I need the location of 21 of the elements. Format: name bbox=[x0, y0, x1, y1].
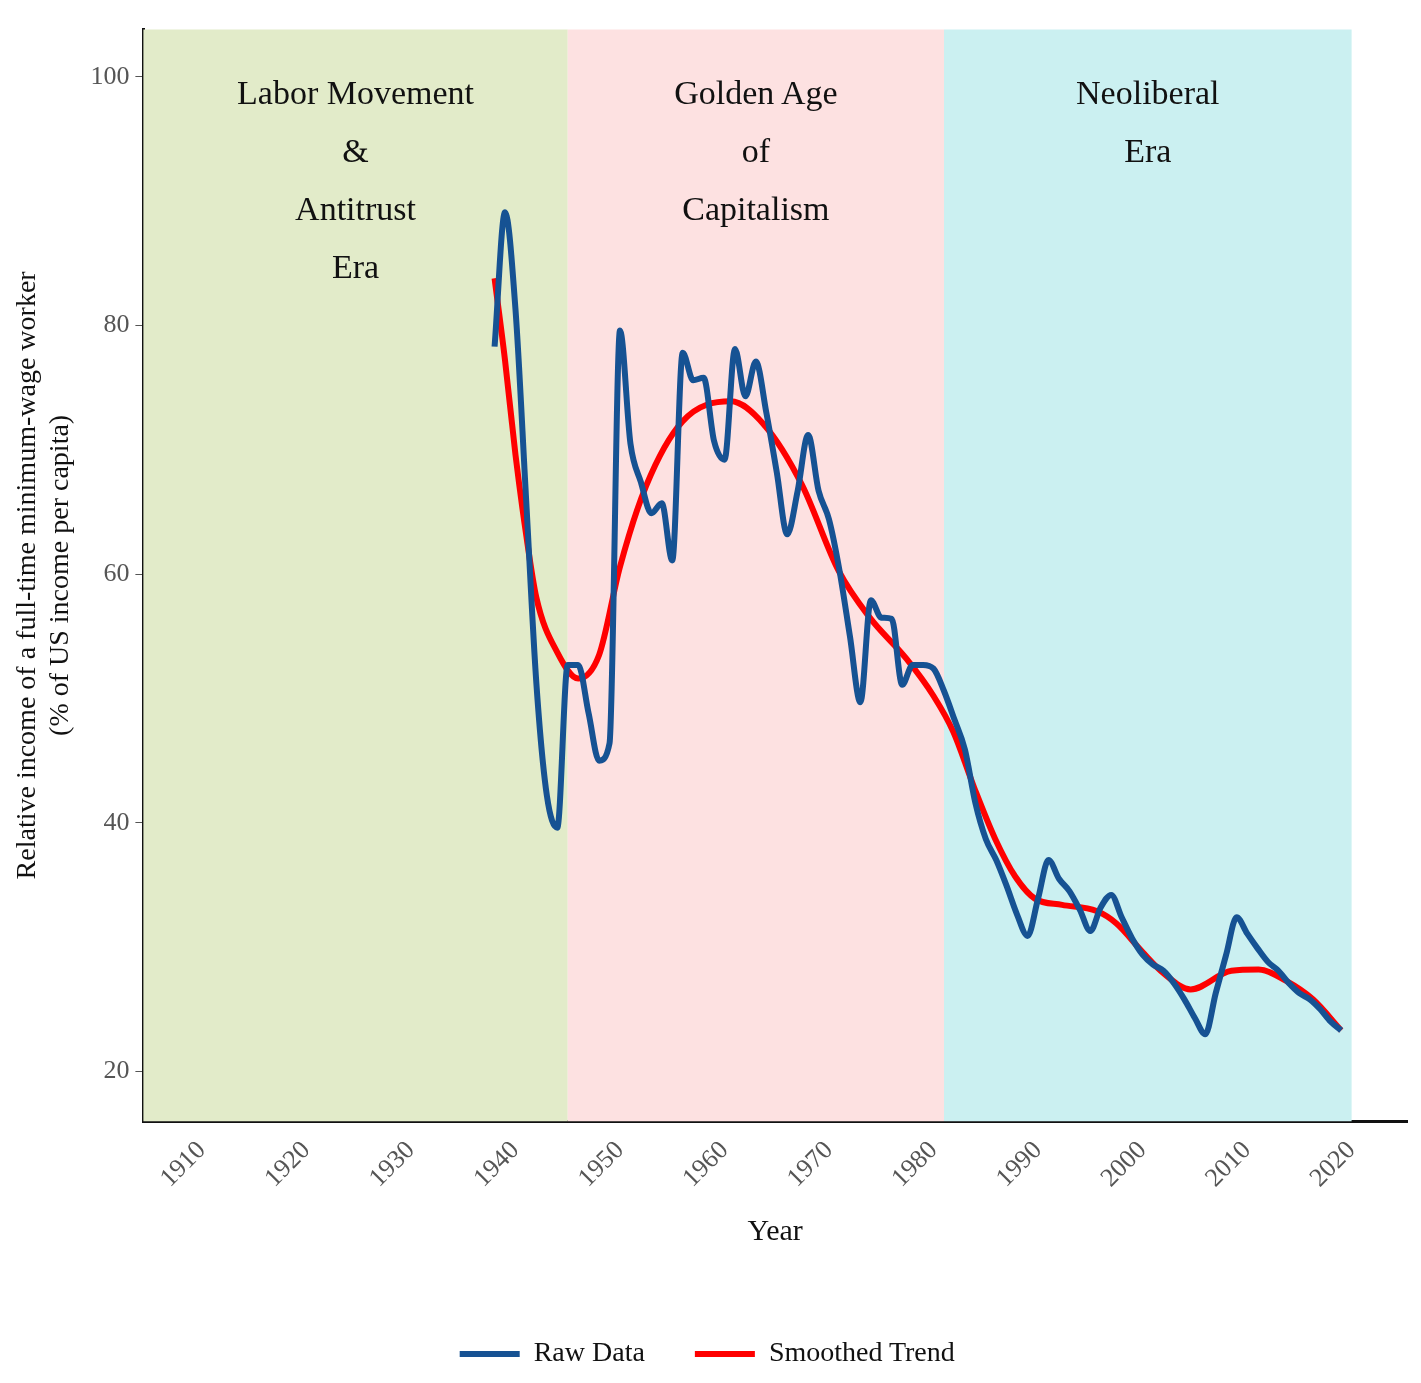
y-tick-label: 100 bbox=[90, 60, 130, 90]
y-tick-label: 60 bbox=[103, 557, 130, 587]
x-tick-label: 1970 bbox=[780, 1134, 839, 1193]
x-tick-label: 1960 bbox=[676, 1134, 734, 1193]
y-tick-label: 40 bbox=[103, 806, 130, 836]
legend-label: Smoothed Trend bbox=[768, 1336, 955, 1368]
x-tick-label: 1990 bbox=[989, 1134, 1048, 1193]
band-label: Labor Movement & Antitrust Era bbox=[237, 73, 475, 285]
x-tick-label: 1930 bbox=[362, 1134, 421, 1193]
band-label: Golden Age of Capitalism bbox=[674, 73, 838, 227]
x-tick-label: 1910 bbox=[153, 1134, 211, 1193]
y-tick-label: 80 bbox=[103, 309, 130, 339]
x-axis-title: Year bbox=[747, 1212, 803, 1246]
y-axis-title: Relative income of a full-time minimum-wage worker (% of US income per capita) bbox=[10, 270, 74, 880]
y-tick-label: 20 bbox=[103, 1055, 130, 1085]
x-tick-label: 1920 bbox=[258, 1134, 316, 1193]
band-label: Neoliberal Era bbox=[1076, 73, 1220, 169]
x-tick-label: 1980 bbox=[885, 1134, 943, 1193]
x-tick-label: 1950 bbox=[571, 1134, 630, 1193]
legend-label: Raw Data bbox=[533, 1336, 646, 1368]
x-tick-label: 1940 bbox=[467, 1134, 525, 1193]
